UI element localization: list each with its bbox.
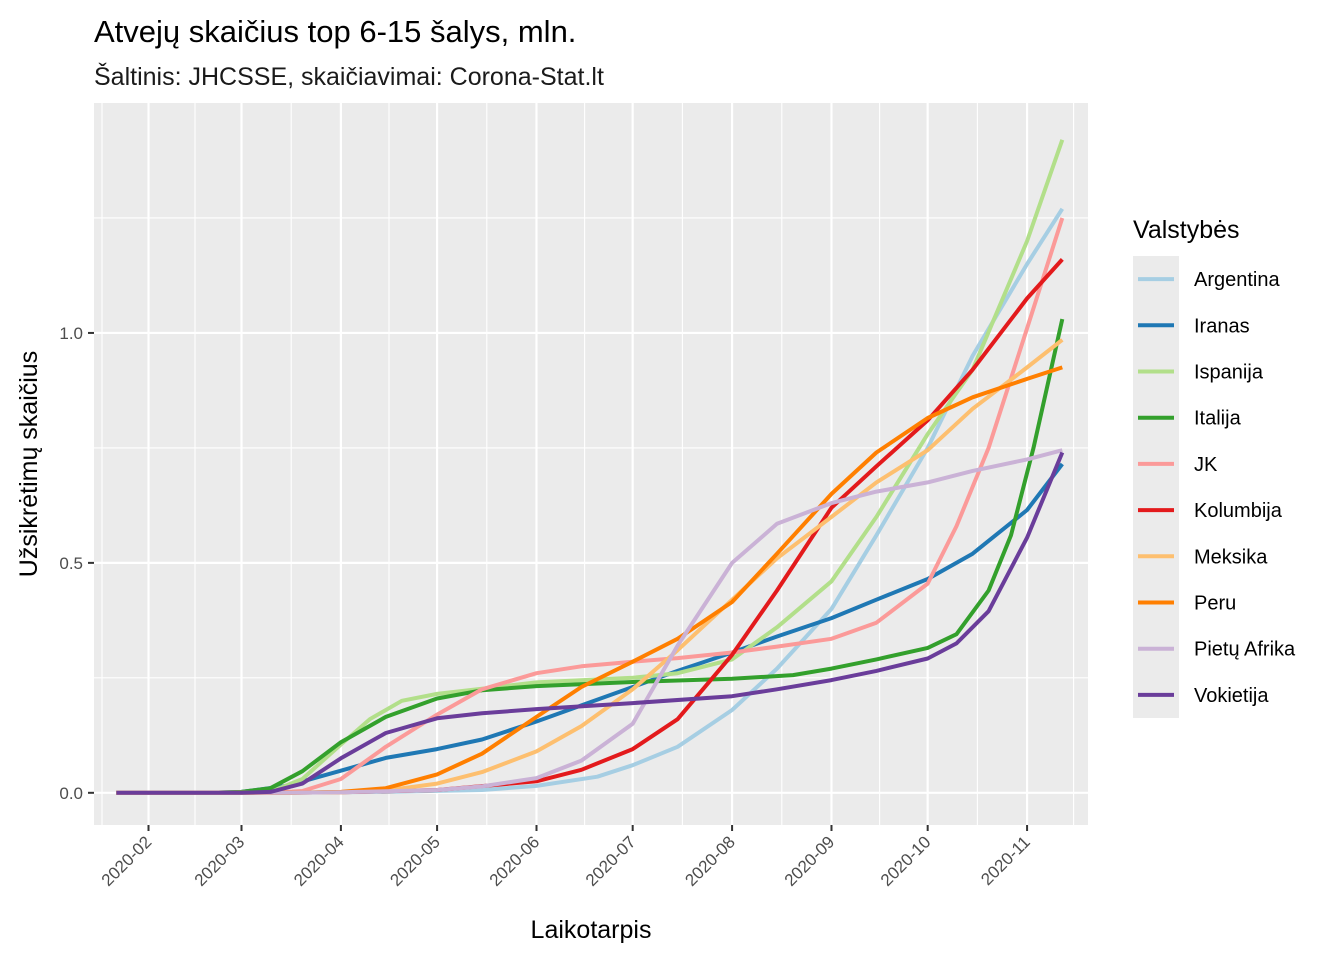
legend-key-background — [1133, 256, 1179, 718]
legend-label: Argentina — [1194, 269, 1280, 291]
series-line — [116, 448, 1063, 795]
x-tick-label: 2020-07 — [582, 832, 640, 890]
legend-label: Meksika — [1194, 546, 1268, 568]
legend-label: Ispanija — [1194, 362, 1264, 384]
series-line — [116, 318, 1065, 795]
series-line — [116, 451, 1065, 795]
series-line — [116, 365, 1063, 795]
x-tick-label: 2020-11 — [977, 832, 1034, 889]
grid-minor — [94, 103, 1088, 825]
x-tick-label: 2020-08 — [681, 832, 739, 890]
legend-label: Iranas — [1194, 315, 1250, 337]
y-tick-label: 0.0 — [59, 784, 83, 803]
series-line — [116, 217, 1065, 795]
legend-label: Kolumbija — [1194, 500, 1283, 522]
x-tick-label: 2020-02 — [98, 832, 156, 890]
legend-label: Pietų Afrika — [1194, 639, 1296, 661]
x-tick-label: 2020-04 — [290, 832, 348, 890]
x-tick-label: 2020-10 — [877, 832, 935, 890]
y-tick-label: 1.0 — [59, 324, 83, 343]
x-tick-label: 2020-06 — [486, 832, 544, 890]
legend-label: Italija — [1194, 408, 1242, 430]
legend-title: Valstybės — [1133, 216, 1240, 244]
x-axis-title: Laikotarpis — [531, 916, 652, 944]
y-tick-label: 0.5 — [59, 554, 83, 573]
legend-label: Vokietija — [1194, 685, 1269, 707]
x-axis: 2020-02 2020-03 2020-04 2020-05 2020-06 2020-… — [98, 825, 1034, 890]
x-tick-label: 2020-03 — [191, 832, 249, 890]
y-axis-title: Užsikrėtimų skaičius — [15, 351, 43, 577]
x-tick-label: 2020-09 — [781, 832, 839, 890]
legend-label: JK — [1194, 454, 1218, 476]
x-tick-label: 2020-05 — [386, 832, 444, 890]
chart-title: Atvejų skaičius top 6-15 šalys, mln. — [94, 14, 576, 49]
plot-panel — [94, 103, 1088, 825]
series-lines — [116, 139, 1065, 795]
y-axis: 0.0 0.5 1.0 — [59, 324, 94, 803]
chart-subtitle: Šaltinis: JHCSSE, skaičiavimai: Corona-S… — [94, 62, 604, 91]
legend-label: Peru — [1194, 593, 1236, 615]
legend: Argentina Iranas Ispanija Italija JK Kolumbij… — [1133, 256, 1296, 718]
